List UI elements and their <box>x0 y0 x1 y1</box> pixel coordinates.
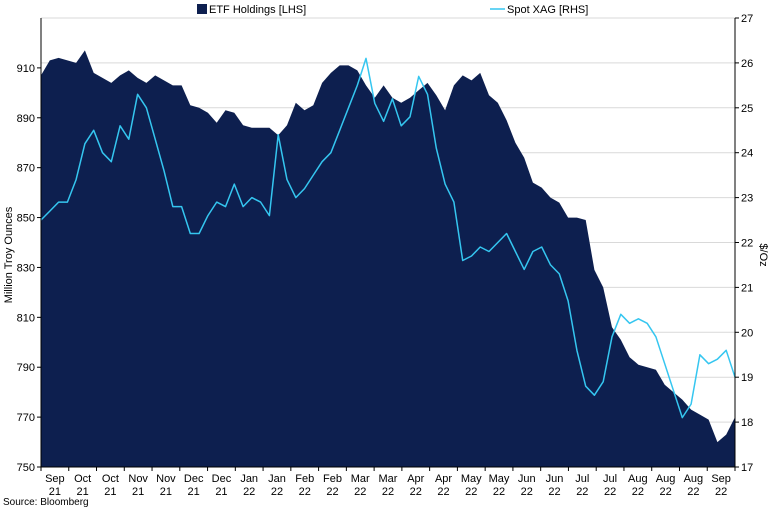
right-tick-label: 22 <box>741 238 753 250</box>
right-axis-title: $/Oz <box>757 243 769 266</box>
x-tick-label-month: Jul <box>575 473 589 485</box>
x-tick-label-month: Apr <box>435 473 452 485</box>
left-tick-label: 810 <box>17 312 35 324</box>
x-tick-label-year: 22 <box>687 486 699 498</box>
x-tick-label-year: 21 <box>160 486 172 498</box>
left-tick-label: 790 <box>17 362 35 374</box>
legend-label-etf-holdings: ETF Holdings [LHS] <box>209 4 306 16</box>
x-tick-label-month: Jun <box>518 473 536 485</box>
left-tick-label: 750 <box>17 462 35 474</box>
x-tick-label-month: Apr <box>407 473 424 485</box>
x-tick-label-year: 22 <box>632 486 644 498</box>
x-tick-label-month: Jan <box>240 473 258 485</box>
x-tick-label-month: Jan <box>268 473 286 485</box>
x-tick-label-year: 22 <box>715 486 727 498</box>
x-tick-label-year: 22 <box>576 486 588 498</box>
x-tick-label-month: Mar <box>379 473 398 485</box>
x-tick-label-month: Oct <box>74 473 91 485</box>
x-tick-label-year: 22 <box>548 486 560 498</box>
right-tick-label: 20 <box>741 327 753 339</box>
x-tick-label-month: Jun <box>546 473 564 485</box>
x-tick-label-month: Sep <box>711 473 731 485</box>
x-tick-label-year: 22 <box>604 486 616 498</box>
x-tick-label-year: 22 <box>521 486 533 498</box>
x-tick-label-year: 21 <box>132 486 144 498</box>
x-tick-label-month: May <box>461 473 482 485</box>
left-tick-label: 770 <box>17 412 35 424</box>
x-tick-label-year: 21 <box>49 486 61 498</box>
x-tick-label-year: 22 <box>326 486 338 498</box>
x-tick-label-year: 22 <box>465 486 477 498</box>
left-tick-label: 890 <box>17 113 35 125</box>
left-tick-label: 850 <box>17 213 35 225</box>
x-tick-label-year: 22 <box>243 486 255 498</box>
x-axis-ticks: Sep21Oct21Oct21Nov21Nov21Dec21Dec21Jan22… <box>40 467 736 498</box>
x-tick-label-month: Oct <box>102 473 119 485</box>
left-axis-title: Million Troy Ounces <box>3 206 15 303</box>
right-tick-label: 18 <box>741 417 753 429</box>
spot-xag-line <box>40 57 736 419</box>
right-tick-label: 21 <box>741 282 753 294</box>
legend-label-spot-xag: Spot XAG [RHS] <box>507 4 588 16</box>
right-tick-label: 19 <box>741 372 753 384</box>
x-tick-label-month: May <box>489 473 510 485</box>
legend-swatch-etf-holdings <box>197 4 207 14</box>
right-axis-ticks: 17 18 19 20 21 22 23 24 25 26 27 <box>735 13 753 474</box>
etf-holdings-area <box>41 50 735 468</box>
x-tick-label-year: 22 <box>410 486 422 498</box>
x-tick-label-year: 21 <box>188 486 200 498</box>
right-tick-label: 17 <box>741 462 753 474</box>
left-tick-label: 830 <box>17 262 35 274</box>
right-tick-label: 27 <box>741 13 753 25</box>
x-tick-label-year: 21 <box>104 486 116 498</box>
right-tick-label: 24 <box>741 148 753 160</box>
x-tick-label-year: 22 <box>382 486 394 498</box>
etf-holdings-area-path <box>41 50 735 468</box>
x-tick-label-month: Aug <box>628 473 648 485</box>
x-tick-label-year: 22 <box>659 486 671 498</box>
x-tick-label-year: 22 <box>493 486 505 498</box>
right-tick-label: 23 <box>741 193 753 205</box>
right-tick-label: 26 <box>741 58 753 70</box>
x-tick-label-month: Aug <box>684 473 704 485</box>
x-tick-label-month: Sep <box>45 473 65 485</box>
x-tick-label-year: 22 <box>299 486 311 498</box>
x-tick-label-month: Mar <box>351 473 370 485</box>
x-tick-label-month: Feb <box>295 473 314 485</box>
x-tick-label-month: Jul <box>603 473 617 485</box>
x-tick-label-month: Dec <box>212 473 232 485</box>
x-tick-label-month: Feb <box>323 473 342 485</box>
x-tick-label-year: 22 <box>271 486 283 498</box>
left-tick-label: 910 <box>17 63 35 75</box>
x-tick-label-month: Aug <box>656 473 676 485</box>
x-tick-label-year: 21 <box>77 486 89 498</box>
left-axis-ticks: 750 770 790 810 830 850 870 890 910 <box>17 63 41 474</box>
x-tick-label-year: 22 <box>354 486 366 498</box>
spot-xag-line-path <box>40 57 736 419</box>
x-tick-label-month: Dec <box>184 473 204 485</box>
legend: ETF Holdings [LHS] Spot XAG [RHS] <box>197 4 588 16</box>
x-tick-label-month: Nov <box>156 473 176 485</box>
right-tick-label: 25 <box>741 103 753 115</box>
left-tick-label: 870 <box>17 163 35 175</box>
x-tick-label-year: 21 <box>215 486 227 498</box>
x-tick-label-year: 22 <box>437 486 449 498</box>
x-tick-label-month: Nov <box>128 473 148 485</box>
source-note: Source: Bloomberg <box>3 497 89 508</box>
